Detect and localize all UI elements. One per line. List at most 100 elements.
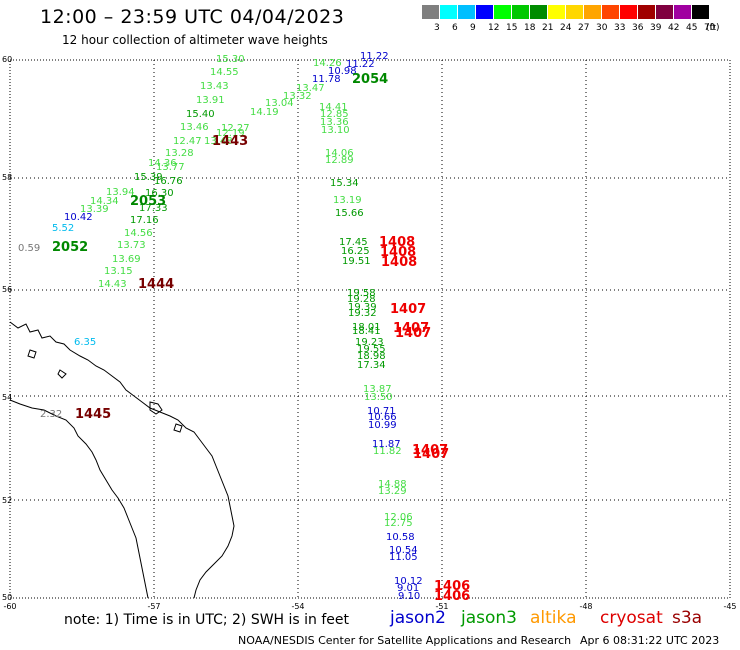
- units-note: note: 1) Time is in UTC; 2) SWH is in fe…: [64, 612, 350, 628]
- coastline-island: [173, 423, 183, 433]
- legend-level-label: 42: [668, 23, 680, 33]
- lon-tick-label: -51: [435, 602, 448, 611]
- pass-number: 1443: [212, 134, 248, 149]
- pass-number: 1407: [412, 443, 448, 458]
- pass-number: 1407: [393, 321, 429, 336]
- legend-level-label: 27: [578, 23, 590, 33]
- wave-height-value: 2.32: [40, 409, 62, 420]
- wave-height-value: 11.22: [360, 51, 389, 62]
- wave-height-value: 11.87: [372, 439, 401, 450]
- map-frame: [9, 59, 731, 599]
- pass-number: 2054: [352, 72, 388, 87]
- wave-height-value: 13.15: [104, 266, 133, 277]
- wave-height-value: 18.01: [352, 322, 381, 333]
- legend-swatch: [566, 5, 583, 19]
- pass-number: 1407: [390, 302, 426, 317]
- color-scale-legend: 3 6 9 12 15 18 21 24 27 30 33 36 39 42 45 70 (ft): [422, 5, 728, 35]
- pass-number: 1408: [379, 235, 415, 250]
- satellite-jason3: jason3: [461, 608, 517, 628]
- legend-level-label: 12: [488, 23, 500, 33]
- lat-tick-label: 54: [2, 393, 12, 402]
- coastline-island: [27, 349, 37, 359]
- wave-height-value: 13.69: [112, 254, 141, 265]
- wave-height-value: 9.10: [398, 591, 420, 602]
- legend-level-label: 30: [596, 23, 608, 33]
- legend-level-label: 9: [470, 23, 476, 33]
- wave-height-value: 13.91: [196, 95, 225, 106]
- wave-height-value: 14.88: [378, 479, 407, 490]
- wave-height-value: 13.43: [200, 81, 229, 92]
- wave-height-value: 12.85: [320, 109, 349, 120]
- coastline: [9, 321, 235, 599]
- wave-height-value: 18.98: [357, 351, 386, 362]
- wave-height-value: 12.06: [384, 512, 413, 523]
- pass-number: 2053: [130, 194, 166, 209]
- wave-height-value: 13.39: [80, 204, 109, 215]
- legend-swatch: [638, 5, 655, 19]
- legend-swatch: [494, 5, 511, 19]
- wave-height-value: 16.76: [154, 176, 183, 187]
- wave-height-value: 14.41: [319, 102, 348, 113]
- wave-height-value: 6.35: [74, 337, 96, 348]
- lon-tick-label: -48: [579, 602, 592, 611]
- pass-number: 1444: [138, 277, 174, 292]
- legend-level-label: 24: [560, 23, 572, 33]
- legend-swatch: [512, 5, 529, 19]
- wave-height-value: 14.06: [325, 148, 354, 159]
- wave-height-value: 12.75: [384, 518, 413, 529]
- wave-height-value: 14.55: [210, 67, 239, 78]
- lon-gridlines: [153, 60, 587, 598]
- legend-level-label: 39: [650, 23, 662, 33]
- wave-height-value: 5.52: [52, 223, 74, 234]
- legend-swatch: [656, 5, 673, 19]
- coastline-north-shore: [9, 399, 149, 599]
- wave-height-value: 10.54: [389, 545, 418, 556]
- wave-height-value: 19.58: [347, 288, 376, 299]
- wave-height-value: 12.19: [216, 128, 245, 139]
- wave-height-value: 13.77: [156, 162, 185, 173]
- generated-timestamp: Apr 6 08:31:22 UTC 2023: [580, 634, 720, 647]
- legend-level-label: 6: [452, 23, 458, 33]
- legend-level-label: 21: [542, 23, 554, 33]
- lon-tick-label: -60: [3, 602, 16, 611]
- wave-height-value: 14.19: [250, 107, 279, 118]
- coastline-island: [57, 369, 67, 379]
- wave-height-value: 13.46: [180, 122, 209, 133]
- legend-level-label: 70: [704, 23, 716, 33]
- wave-height-value: 13.48: [204, 136, 233, 147]
- lat-tick-label: 50: [2, 593, 12, 602]
- lat-gridlines: [10, 177, 730, 501]
- map-title: 12:00 – 23:59 UTC 04/04/2023: [40, 6, 345, 28]
- legend-level-label: 36: [632, 23, 644, 33]
- wave-height-value: 14.56: [124, 228, 153, 239]
- legend-level-label: 45: [686, 23, 698, 33]
- wave-height-value: 12.89: [325, 155, 354, 166]
- legend-swatch: [476, 5, 493, 19]
- pass-number: 1406: [434, 589, 470, 604]
- wave-height-value: 17.45: [339, 237, 368, 248]
- legend-swatch: [584, 5, 601, 19]
- wave-height-value: 11.78: [312, 74, 341, 85]
- wave-height-value: 14.43: [98, 279, 127, 290]
- legend-swatch: [620, 5, 637, 19]
- legend-swatch: [674, 5, 691, 19]
- wave-height-value: 10.12: [394, 576, 423, 587]
- pass-number: 1406: [434, 579, 470, 594]
- wave-height-value: 19.51: [342, 256, 371, 267]
- satellite-jason2: jason2: [390, 608, 446, 628]
- coastline-labrador: [9, 321, 235, 599]
- satellite-cryosat: cryosat: [600, 608, 663, 628]
- pass-number: 1407: [413, 447, 449, 462]
- lon-tick-label: -54: [291, 602, 304, 611]
- credit-text: NOAA/NESDIS Center for Satellite Applica…: [238, 634, 572, 647]
- wave-height-value: 13.04: [265, 98, 294, 109]
- legend-unit: (ft): [706, 23, 720, 33]
- wave-height-value: 11.82: [373, 446, 402, 457]
- pass-number: 1407: [395, 326, 431, 341]
- wave-height-value: 10.66: [368, 412, 397, 423]
- wave-height-value: 19.55: [357, 344, 386, 355]
- legend-swatch: [440, 5, 457, 19]
- legend-swatch: [458, 5, 475, 19]
- pass-number: 1408: [380, 245, 416, 260]
